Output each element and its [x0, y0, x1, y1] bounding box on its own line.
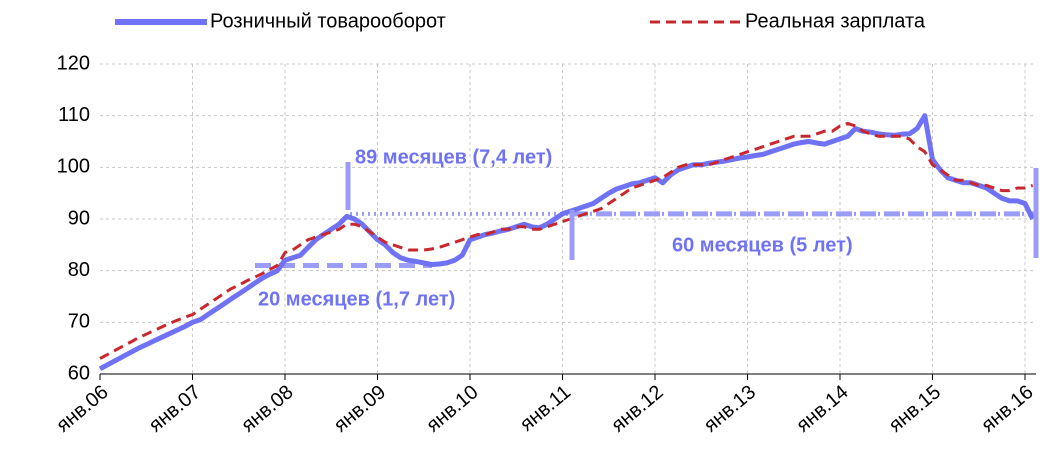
x-tick-label: янв.07	[145, 381, 205, 437]
y-tick-label: 100	[57, 156, 90, 178]
annotation: 20 месяцев (1,7 лет)	[258, 288, 455, 310]
annotation-bars	[345, 162, 1039, 260]
y-tick-label: 120	[57, 52, 90, 74]
x-tick-label: янв.12	[607, 381, 667, 437]
legend-label: Розничный товарооборот	[210, 10, 446, 32]
x-tick-label: янв.06	[52, 381, 112, 437]
x-tick-label: янв.09	[330, 381, 390, 437]
y-tick-label: 90	[68, 207, 90, 229]
x-tick-label: янв.13	[700, 381, 760, 437]
annotation: 89 месяцев (7,4 лет)	[355, 146, 552, 168]
y-tick-label: 70	[68, 311, 90, 333]
annotation: 60 месяцев (5 лет)	[672, 234, 853, 256]
x-tick-label: янв.16	[977, 381, 1037, 437]
y-tick-label: 60	[68, 362, 90, 384]
x-tick-label: янв.08	[237, 381, 297, 437]
legend-label: Реальная зарплата	[745, 10, 926, 32]
x-tick-label: янв.14	[792, 381, 852, 437]
x-tick-label: янв.15	[885, 381, 945, 437]
series-line	[98, 113, 1035, 372]
y-tick-label: 80	[68, 259, 90, 281]
series-line	[99, 121, 1034, 360]
x-tick-label: янв.11	[516, 381, 575, 436]
y-tick-label: 110	[58, 104, 90, 126]
x-tick-label: янв.10	[422, 381, 482, 437]
plot: 60 70 80 90 100 110 120 янв.06 янв.07 янв.08 янв.0…	[52, 10, 1037, 436]
